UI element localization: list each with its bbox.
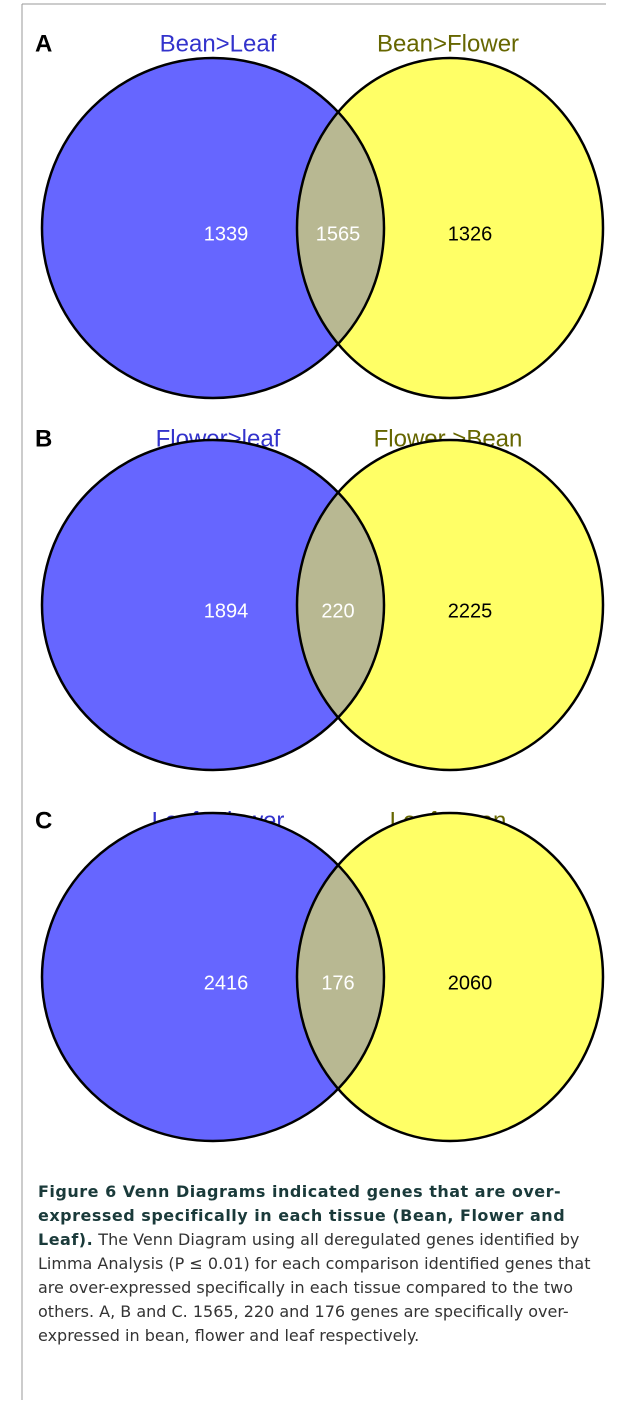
set-circle xyxy=(42,813,384,1141)
caption-text: The Venn Diagram using all deregulated g… xyxy=(38,1230,591,1345)
region-count: 1339 xyxy=(204,223,249,245)
set-outline xyxy=(40,438,386,772)
set-outline xyxy=(295,811,605,1143)
set-title: Bean>Flower xyxy=(377,30,519,57)
region-count: 2416 xyxy=(204,972,249,994)
set-outline xyxy=(295,56,605,400)
set-outline xyxy=(295,438,605,772)
panel-label: B xyxy=(35,425,52,452)
set-title: Bean>Leaf xyxy=(160,30,277,57)
region-count: 1326 xyxy=(448,223,493,245)
set-circle xyxy=(42,58,384,398)
set-circle xyxy=(297,813,603,1141)
region-count: 176 xyxy=(321,972,354,994)
set-circle xyxy=(297,440,603,770)
region-count: 1565 xyxy=(316,223,361,245)
set-outline xyxy=(40,56,386,400)
region-count: 220 xyxy=(321,600,354,622)
region-count: 2060 xyxy=(448,972,493,994)
set-circle xyxy=(42,440,384,770)
panel-label: C xyxy=(35,807,52,834)
region-count: 2225 xyxy=(448,600,493,622)
set-outline xyxy=(40,811,386,1143)
set-circle xyxy=(297,58,603,398)
caption-title: Figure 6 Venn Diagrams indicated genes t… xyxy=(38,1182,566,1249)
region-count: 1894 xyxy=(204,600,249,622)
panel-label: A xyxy=(35,30,52,57)
caption: Figure 6 Venn Diagrams indicated genes t… xyxy=(38,1180,606,1348)
